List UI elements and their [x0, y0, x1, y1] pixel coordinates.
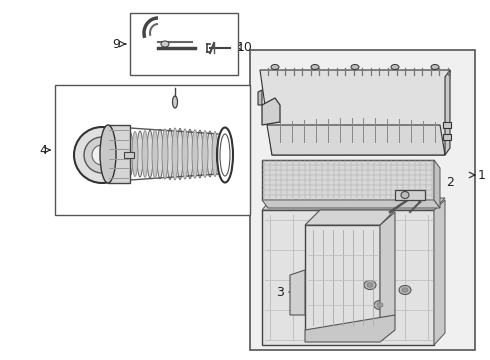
Polygon shape: [108, 125, 130, 183]
Ellipse shape: [374, 301, 386, 310]
Ellipse shape: [271, 64, 279, 69]
Polygon shape: [262, 198, 445, 210]
Ellipse shape: [162, 129, 168, 179]
Polygon shape: [445, 70, 450, 155]
Polygon shape: [305, 315, 395, 342]
Ellipse shape: [187, 129, 193, 179]
Ellipse shape: [172, 96, 177, 108]
Ellipse shape: [367, 283, 373, 287]
Ellipse shape: [399, 285, 411, 294]
Circle shape: [84, 137, 120, 173]
Ellipse shape: [142, 131, 148, 177]
Polygon shape: [267, 125, 445, 155]
Polygon shape: [260, 70, 450, 155]
Bar: [124, 152, 134, 158]
Bar: [443, 122, 451, 128]
Ellipse shape: [212, 131, 218, 176]
Text: 2: 2: [446, 176, 454, 189]
Ellipse shape: [402, 288, 408, 292]
Polygon shape: [290, 270, 305, 315]
Polygon shape: [262, 200, 440, 208]
Ellipse shape: [431, 64, 439, 69]
Polygon shape: [434, 200, 445, 345]
Text: 5: 5: [78, 179, 86, 192]
Bar: [250, 50, 475, 350]
Polygon shape: [434, 160, 440, 208]
Ellipse shape: [167, 129, 173, 180]
Text: 7: 7: [241, 168, 249, 181]
Ellipse shape: [202, 131, 208, 177]
Circle shape: [74, 127, 130, 183]
Ellipse shape: [147, 130, 153, 178]
Text: 8: 8: [194, 86, 202, 99]
Ellipse shape: [152, 130, 158, 178]
Ellipse shape: [207, 131, 213, 177]
Ellipse shape: [177, 129, 183, 180]
Ellipse shape: [157, 129, 163, 179]
Bar: [395, 190, 425, 200]
Ellipse shape: [351, 64, 359, 69]
Ellipse shape: [172, 128, 178, 180]
Ellipse shape: [182, 129, 188, 179]
Polygon shape: [380, 212, 395, 330]
Ellipse shape: [127, 132, 133, 176]
Ellipse shape: [137, 131, 143, 177]
Ellipse shape: [364, 280, 376, 289]
Circle shape: [92, 145, 112, 165]
Text: 10: 10: [237, 41, 253, 54]
Ellipse shape: [192, 130, 198, 178]
Bar: [443, 134, 451, 140]
Ellipse shape: [391, 64, 399, 69]
Bar: [305, 225, 380, 330]
Text: 9: 9: [112, 37, 120, 50]
Bar: [55, 85, 250, 215]
Ellipse shape: [100, 125, 116, 183]
Bar: [262, 210, 434, 345]
Bar: [130, 13, 238, 75]
Text: 4: 4: [39, 144, 47, 157]
Polygon shape: [262, 98, 280, 125]
Ellipse shape: [377, 303, 383, 307]
Text: 6: 6: [70, 135, 78, 149]
Polygon shape: [258, 90, 262, 105]
Ellipse shape: [132, 131, 138, 176]
Bar: [262, 160, 434, 200]
Ellipse shape: [311, 64, 319, 69]
Polygon shape: [305, 210, 395, 225]
Ellipse shape: [161, 41, 169, 47]
Ellipse shape: [197, 130, 203, 178]
Text: 1: 1: [478, 168, 486, 181]
Ellipse shape: [401, 192, 409, 198]
Text: 3: 3: [276, 285, 284, 298]
